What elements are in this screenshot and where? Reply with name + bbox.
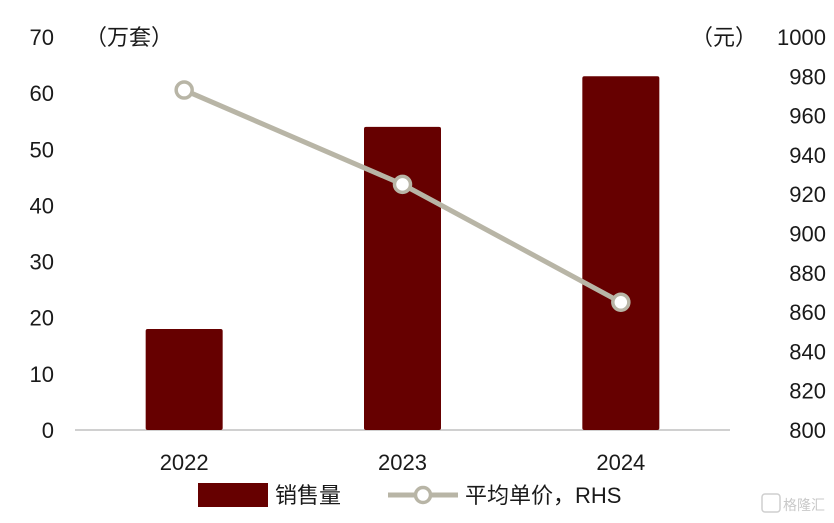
x-axis: 2022 2023 2024 — [160, 450, 646, 475]
price-point — [392, 174, 413, 195]
right-axis: 800 820 840 860 880 900 920 940 960 980 1000 — [777, 25, 826, 443]
watermark-text: 格隆汇 — [783, 497, 825, 513]
bar — [582, 76, 660, 431]
left-tick-label: 50 — [30, 137, 54, 162]
left-tick-label: 40 — [30, 193, 54, 218]
line-series — [174, 80, 631, 313]
left-axis-unit: （万套） — [85, 25, 173, 50]
bar-series — [145, 76, 660, 431]
left-tick-label: 30 — [30, 250, 54, 275]
right-tick-label: 960 — [789, 104, 826, 129]
x-tick-label: 2023 — [378, 450, 427, 475]
left-tick-label: 20 — [30, 306, 54, 331]
right-axis-unit: （元） — [691, 25, 757, 50]
x-tick-label: 2022 — [160, 450, 209, 475]
legend-label-price: 平均单价，RHS — [465, 483, 621, 508]
left-tick-label: 0 — [42, 418, 54, 443]
legend-line-marker — [413, 485, 433, 505]
right-tick-label: 880 — [789, 261, 826, 286]
bar — [145, 328, 223, 430]
right-tick-label: 820 — [789, 379, 826, 404]
left-tick-label: 70 — [30, 25, 54, 50]
left-tick-label: 60 — [30, 81, 54, 106]
left-tick-label: 10 — [30, 362, 54, 387]
right-tick-label: 840 — [789, 339, 826, 364]
legend: 销售量 平均单价，RHS — [198, 483, 621, 508]
right-tick-label: 940 — [789, 143, 826, 168]
watermark-logo-icon — [761, 493, 781, 513]
x-tick-label: 2024 — [596, 450, 645, 475]
price-point — [174, 80, 194, 100]
price-point — [611, 292, 631, 313]
right-tick-label: 980 — [789, 64, 826, 89]
right-tick-label: 920 — [789, 182, 826, 207]
legend-label-sales: 销售量 — [275, 483, 341, 508]
right-tick-label: 1000 — [777, 25, 826, 50]
watermark: 格隆汇 — [761, 493, 825, 513]
right-tick-label: 900 — [789, 222, 826, 247]
right-tick-label: 860 — [789, 300, 826, 325]
legend-bar-swatch — [198, 483, 268, 507]
bar — [364, 126, 441, 430]
right-tick-label: 800 — [789, 418, 826, 443]
left-axis: 0 10 20 30 40 50 60 70 — [30, 25, 54, 443]
